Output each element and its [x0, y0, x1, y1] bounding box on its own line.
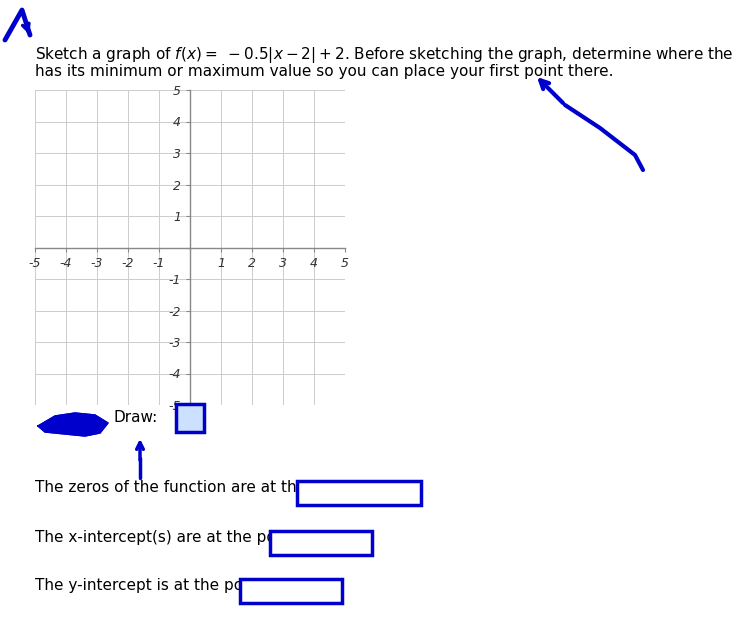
Text: The zeros of the function are at the values: The zeros of the function are at the val…	[35, 480, 361, 495]
Text: Sketch a graph of $f(x) =\ -0.5|x-2|+2$. Before sketching the graph, determine w: Sketch a graph of $f(x) =\ -0.5|x-2|+2$.…	[35, 45, 732, 65]
Text: has its minimum or maximum value so you can place your first point there.: has its minimum or maximum value so you …	[35, 64, 613, 79]
Text: The x-intercept(s) are at the points: The x-intercept(s) are at the points	[35, 530, 304, 545]
Text: Draw:: Draw:	[113, 411, 157, 426]
Polygon shape	[38, 413, 108, 436]
Text: The y-intercept is at the point: The y-intercept is at the point	[35, 578, 263, 593]
